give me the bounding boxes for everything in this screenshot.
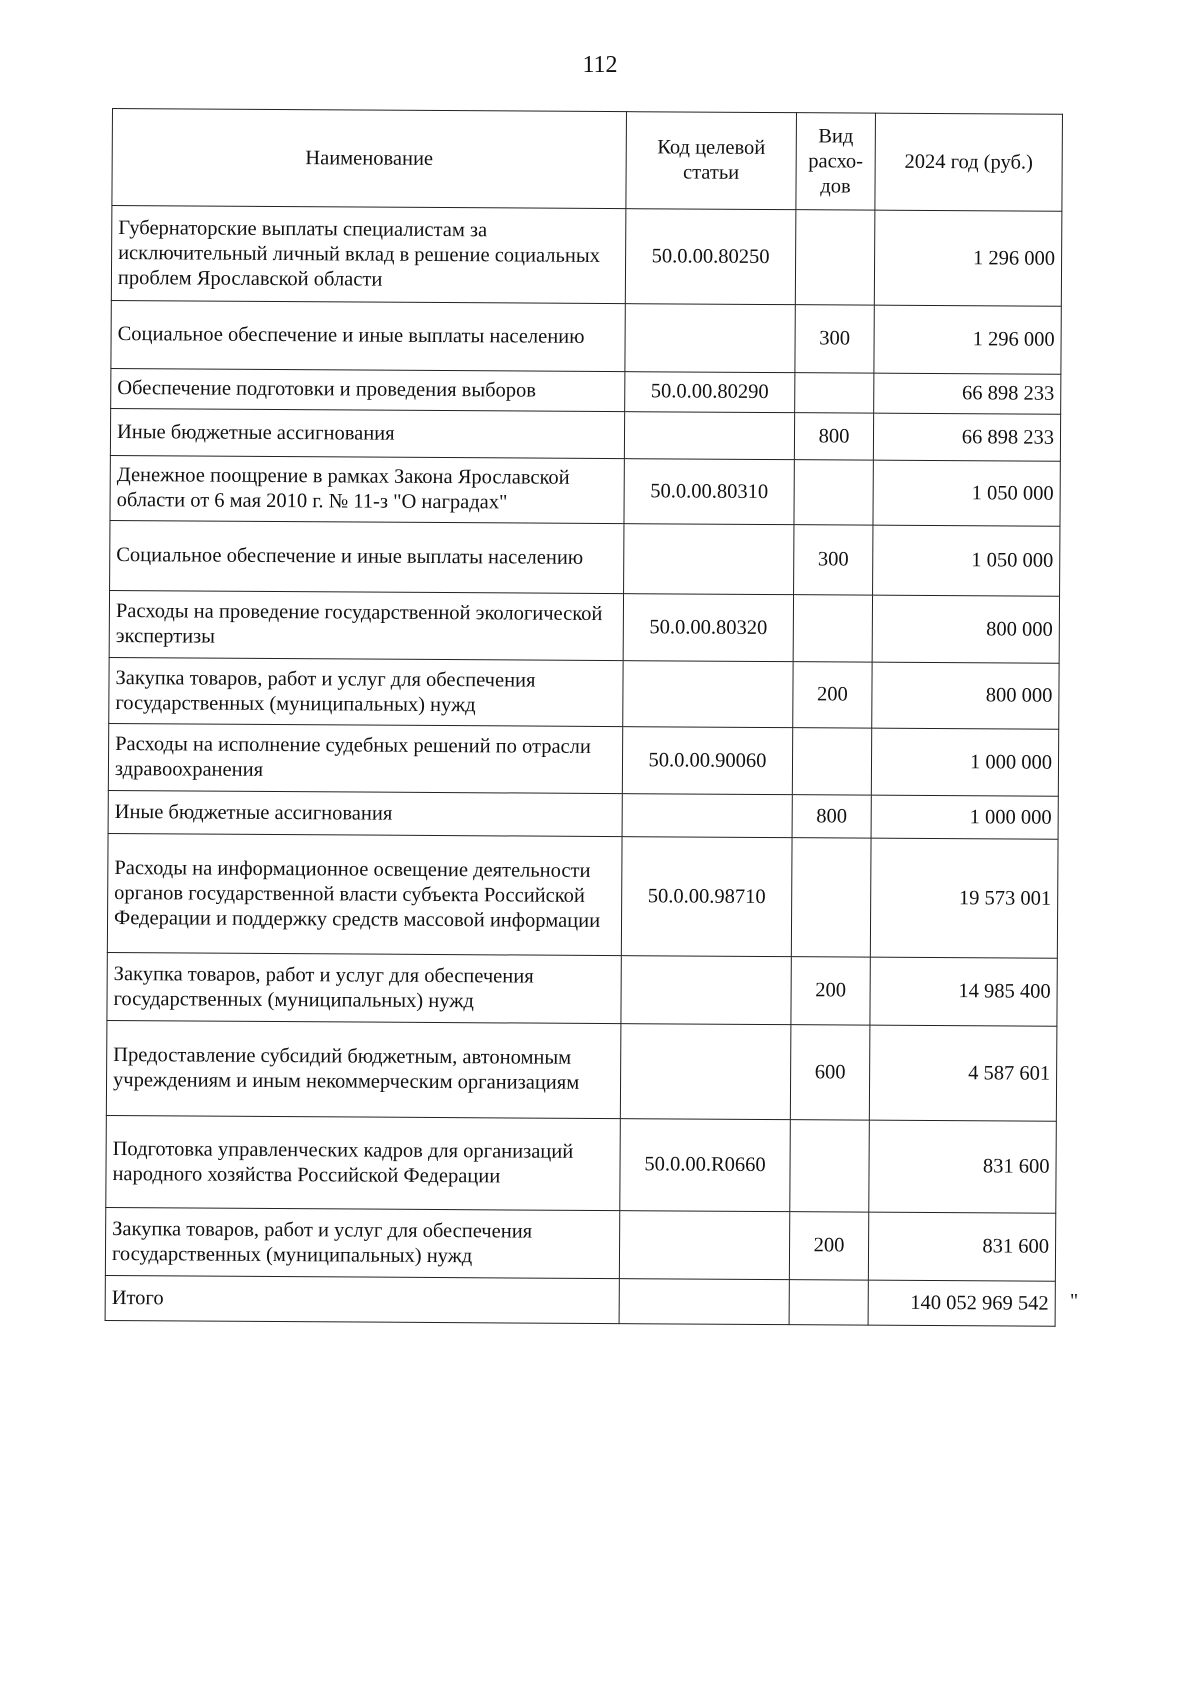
table-row: Закупка товаров, работ и услуг для обесп… (105, 1207, 1056, 1282)
cell-code (622, 660, 794, 728)
closing-quote: " (1070, 1290, 1079, 1312)
cell-code (622, 793, 793, 838)
cell-kind: 200 (792, 661, 873, 729)
header-row: Наименование Код целевой статьи Вид расх… (111, 108, 1063, 212)
cell-kind (795, 209, 875, 306)
cell-code (619, 1210, 790, 1280)
cell-name: Иные бюджетные ассигнования (108, 790, 623, 837)
cell-amount: 19 573 001 (870, 838, 1059, 959)
cell-kind (793, 459, 874, 526)
cell-kind: 300 (793, 524, 873, 596)
cell-amount: 800 000 (872, 595, 1060, 664)
cell-kind: 300 (794, 304, 875, 374)
cell-amount: 831 600 (868, 1212, 1056, 1282)
cell-amount: 1 296 000 (874, 210, 1062, 307)
table-row: Иные бюджетные ассигнования 800 66 898 233 (110, 408, 1061, 462)
cell-amount: 14 985 400 (869, 957, 1058, 1027)
cell-code (619, 1278, 790, 1325)
table-row: Расходы на исполнение судебных решений п… (108, 723, 1059, 797)
cell-name: Закупка товаров, работ и услуг для обесп… (105, 1207, 620, 1279)
cell-name: Иные бюджетные ассигнования (110, 408, 625, 459)
cell-amount: 800 000 (871, 662, 1060, 730)
table-row: Обеспечение подготовки и проведения выбо… (110, 368, 1061, 415)
header-kind-text: Вид расхо-дов (808, 124, 864, 198)
cell-kind: 600 (790, 1024, 870, 1121)
table-row: Губернаторские выплаты специалистам за и… (111, 205, 1062, 307)
page-number: 112 (582, 52, 618, 78)
header-kind: Вид расхо-дов (795, 112, 876, 211)
header-name: Наименование (111, 108, 627, 209)
cell-name: Губернаторские выплаты специалистам за и… (111, 205, 626, 304)
cell-name: Денежное поощрение в рамках Закона Яросл… (109, 455, 625, 524)
cell-kind: 800 (794, 412, 874, 461)
cell-kind: 200 (789, 1211, 869, 1281)
header-code: Код целевой статьи (625, 111, 797, 210)
cell-name: Предоставление субсидий бюджетным, автон… (106, 1020, 621, 1119)
cell-code (620, 1023, 791, 1120)
cell-amount: 66 898 233 (873, 373, 1061, 415)
cell-name: Закупка товаров, работ и услуг для обесп… (108, 657, 624, 727)
cell-kind: 200 (790, 956, 871, 1026)
budget-table: Наименование Код целевой статьи Вид расх… (105, 108, 1063, 1327)
cell-name: Закупка товаров, работ и услуг для обесп… (106, 952, 622, 1024)
cell-amount: 1 296 000 (873, 305, 1062, 375)
cell-name: Расходы на исполнение судебных решений п… (108, 723, 623, 794)
cell-code (620, 955, 792, 1025)
cell-code: 50.0.00.80290 (624, 371, 795, 413)
table-row: Предоставление субсидий бюджетным, автон… (106, 1020, 1057, 1122)
cell-kind (789, 1119, 870, 1213)
cell-amount: 1 000 000 (871, 795, 1059, 840)
table-row: Социальное обеспечение и иные выплаты на… (109, 520, 1060, 597)
cell-code (624, 303, 796, 373)
cell-kind (794, 372, 874, 414)
cell-code: 50.0.00.98710 (621, 836, 793, 957)
cell-name: Обеспечение подготовки и проведения выбо… (110, 368, 625, 412)
cell-name: Социальное обеспечение и иные выплаты на… (110, 300, 626, 372)
table-row: Подготовка управленческих кадров для орг… (105, 1115, 1057, 1214)
header-amount: 2024 год (руб.) (874, 113, 1063, 212)
table-row: Расходы на проведение государственной эк… (109, 590, 1060, 664)
cell-name: Расходы на проведение государственной эк… (109, 590, 624, 661)
cell-code: 50.0.00.80250 (625, 208, 796, 305)
cell-code: 50.0.00.90060 (622, 726, 793, 795)
cell-code: 50.0.00.R0660 (619, 1118, 791, 1212)
cell-kind: 800 (792, 794, 872, 839)
total-row: Итого 140 052 969 542 (105, 1275, 1056, 1327)
cell-name: Подготовка управленческих кадров для орг… (105, 1115, 621, 1211)
cell-amount: 831 600 (868, 1120, 1057, 1214)
table-row: Иные бюджетные ассигнования 800 1 000 000 (108, 790, 1059, 840)
table-row: Денежное поощрение в рамках Закона Яросл… (109, 455, 1061, 527)
cell-amount: 1 050 000 (872, 460, 1061, 527)
cell-amount: 66 898 233 (873, 413, 1061, 462)
cell-name: Итого (105, 1275, 620, 1324)
cell-code (624, 411, 795, 460)
cell-amount: 1 000 000 (871, 728, 1059, 797)
cell-kind (789, 1279, 869, 1326)
table-row: Расходы на информационное освещение деят… (107, 833, 1059, 959)
cell-code (623, 523, 794, 595)
table-row: Социальное обеспечение и иные выплаты на… (110, 300, 1062, 375)
cell-name: Социальное обеспечение и иные выплаты на… (109, 520, 624, 594)
cell-code: 50.0.00.80320 (623, 593, 794, 662)
cell-kind (793, 594, 873, 663)
table-row: Закупка товаров, работ и услуг для обесп… (106, 952, 1058, 1027)
cell-code: 50.0.00.80310 (623, 458, 795, 525)
cell-amount: 4 587 601 (869, 1025, 1057, 1122)
table-row: Закупка товаров, работ и услуг для обесп… (108, 657, 1060, 730)
cell-amount: 1 050 000 (872, 525, 1060, 597)
cell-kind (792, 727, 872, 796)
cell-name: Расходы на информационное освещение деят… (107, 833, 623, 956)
cell-kind (791, 837, 872, 958)
cell-amount: 140 052 969 542 (868, 1280, 1056, 1327)
